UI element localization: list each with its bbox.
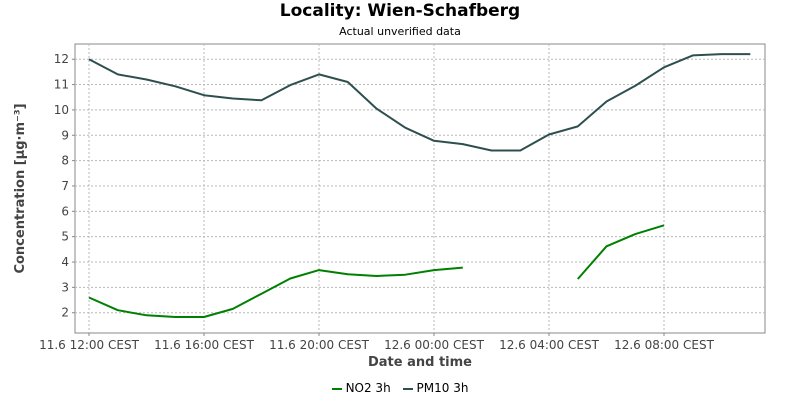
legend-label-no2: NO2 3h — [345, 381, 391, 395]
y-tick-label: 6 — [61, 204, 69, 218]
legend-label-pm10: PM10 3h — [416, 381, 469, 395]
y-tick-label: 7 — [61, 179, 69, 193]
y-tick-label: 3 — [61, 280, 69, 294]
series-line-no2-3h-segment-0 — [88, 266, 463, 318]
x-tick-label: 11.6 20:00 CEST — [269, 338, 370, 352]
y-tick-label: 10 — [54, 103, 69, 117]
y-axis-label: Concentration [µg·m⁻³] — [13, 103, 28, 273]
legend: NO2 3h PM10 3h — [0, 381, 800, 395]
y-tick-label: 4 — [61, 255, 69, 269]
series-line-no2-3h-segment-1 — [577, 224, 665, 280]
x-tick-label: 12.6 00:00 CEST — [384, 338, 485, 352]
x-tick-label: 11.6 12:00 CEST — [39, 338, 140, 352]
x-tick-label: 12.6 08:00 CEST — [614, 338, 715, 352]
y-axis-ticks: 2 3 4 5 6 7 8 9 10 11 12 — [54, 52, 75, 320]
chart-subtitle: Actual unverified data — [339, 25, 461, 38]
y-tick-label: 5 — [61, 230, 69, 244]
plot-area — [74, 43, 766, 334]
x-axis-label: Date and time — [368, 355, 472, 370]
legend-swatch-no2 — [331, 387, 342, 390]
legend-item-pm10: PM10 3h — [402, 381, 469, 395]
y-tick-label: 11 — [54, 78, 69, 92]
x-axis-ticks: 11.6 12:00 CEST 11.6 16:00 CEST 11.6 20:00… — [39, 333, 715, 352]
x-tick-label: 12.6 04:00 CEST — [499, 338, 600, 352]
chart-title: Locality: Wien-Schafberg — [279, 1, 521, 21]
y-tick-label: 12 — [54, 52, 69, 66]
x-tick-label: 11.6 16:00 CEST — [154, 338, 255, 352]
y-tick-label: 9 — [61, 128, 69, 142]
series-line-pm10-3h-segment-0 — [88, 53, 751, 152]
series-lines — [88, 53, 751, 318]
legend-swatch-pm10 — [402, 387, 413, 390]
y-tick-label: 8 — [61, 154, 69, 168]
y-tick-label: 2 — [61, 306, 69, 320]
legend-item-no2: NO2 3h — [331, 381, 391, 395]
